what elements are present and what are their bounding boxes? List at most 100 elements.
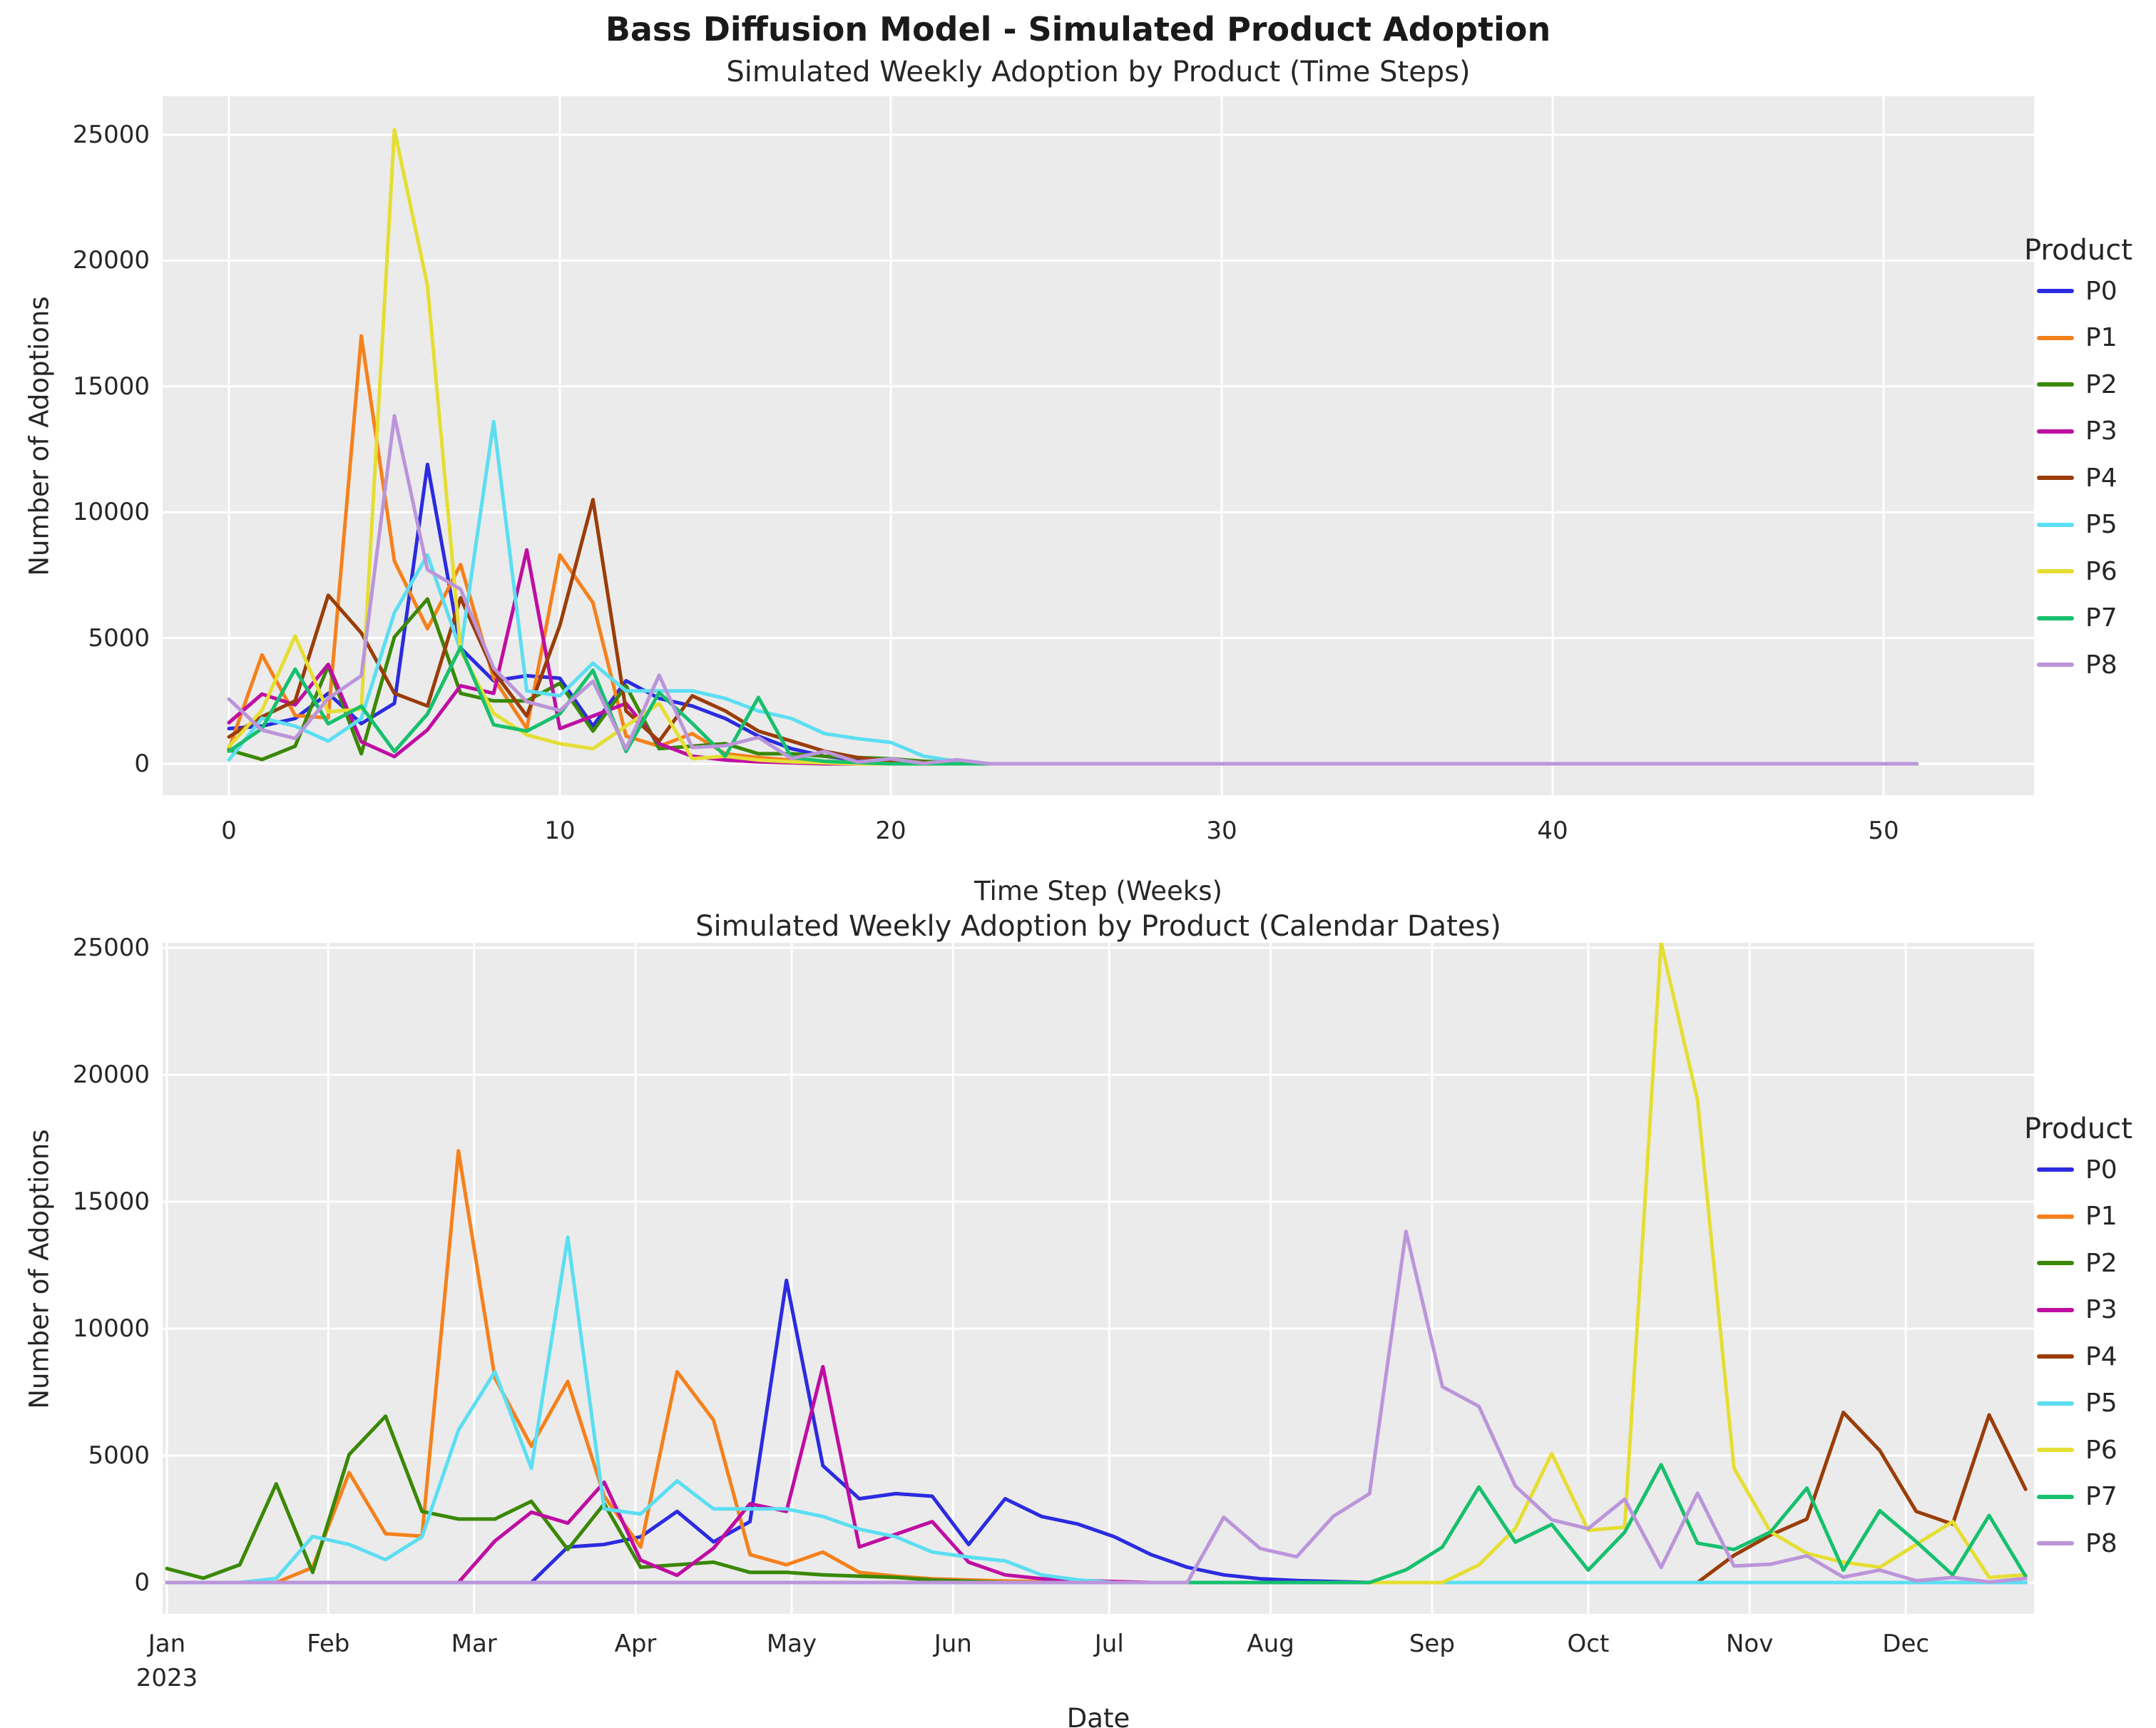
bottom-chart-title: Simulated Weekly Adoption by Product (Ca… xyxy=(695,910,1501,943)
top-legend-label-P4: P4 xyxy=(2085,463,2117,493)
series-P2-line xyxy=(227,597,1919,766)
bottom-legend-item-P4: P4 xyxy=(2037,1339,2117,1374)
bottom-legend-item-P3: P3 xyxy=(2037,1293,2117,1327)
top-legend-item-P4: P4 xyxy=(2037,461,2117,495)
bottom-legend-label-P4: P4 xyxy=(2085,1341,2117,1371)
bottom-xtick-Feb: Feb xyxy=(307,1630,350,1658)
figure-title: Bass Diffusion Model - Simulated Product… xyxy=(605,10,1551,48)
bottom-xtick-Dec: Dec xyxy=(1882,1630,1930,1658)
series-P0-calendar-line xyxy=(165,1278,2028,1585)
top-legend-item-P0: P0 xyxy=(2037,274,2117,308)
top-chart-canvas xyxy=(163,96,2034,795)
bottom-xtick-May: May xyxy=(766,1630,817,1658)
bottom-legend-swatch-P0-line-icon xyxy=(2037,1167,2074,1172)
series-P5-line xyxy=(227,419,1919,766)
top-legend-swatch-P0-line-icon xyxy=(2037,289,2074,293)
top-legend-item-P7: P7 xyxy=(2037,601,2117,635)
bottom-xtick-Jan: Jan 2023 xyxy=(110,1630,224,1692)
bottom-legend-item-P6: P6 xyxy=(2037,1433,2117,1467)
bottom-ytick-0: 0 xyxy=(134,1568,150,1597)
top-xtick-10: 10 xyxy=(544,817,576,845)
top-legend-title: Product xyxy=(2024,234,2132,267)
bottom-legend-label-P1: P1 xyxy=(2085,1202,2117,1231)
top-legend-swatch-P7-line-icon xyxy=(2037,615,2074,620)
bottom-legend-label-P8: P8 xyxy=(2085,1528,2117,1558)
series-P4-line xyxy=(227,498,1919,766)
top-legend-label-P7: P7 xyxy=(2085,603,2117,633)
bottom-xtick-Aug: Aug xyxy=(1247,1630,1294,1658)
top-legend-swatch-P1-line-icon xyxy=(2037,335,2074,340)
top-legend-label-P1: P1 xyxy=(2085,323,2117,352)
top-legend-label-P8: P8 xyxy=(2085,650,2117,680)
top-legend-label-P6: P6 xyxy=(2085,556,2117,586)
bottom-legend-swatch-P1-line-icon xyxy=(2037,1214,2074,1219)
bottom-xtick-Jul: Jul xyxy=(1094,1630,1124,1658)
bottom-legend-swatch-P2-line-icon xyxy=(2037,1261,2074,1265)
top-xtick-50: 50 xyxy=(1868,817,1899,845)
bottom-legend-label-P3: P3 xyxy=(2085,1295,2117,1324)
bottom-legend-item-P5: P5 xyxy=(2037,1386,2117,1421)
bottom-legend-swatch-P7-line-icon xyxy=(2037,1494,2074,1499)
bottom-legend-item-P7: P7 xyxy=(2037,1480,2117,1514)
bottom-legend-swatch-P8-line-icon xyxy=(2037,1541,2074,1545)
top-ytick-0: 0 xyxy=(134,750,150,778)
bottom-chart-canvas xyxy=(163,943,2034,1614)
top-ytick-15000: 15000 xyxy=(72,372,150,401)
series-P6-calendar-line xyxy=(165,943,2028,1585)
top-xtick-40: 40 xyxy=(1537,817,1568,845)
bottom-xtick-Apr: Apr xyxy=(614,1630,657,1658)
series-P3-line xyxy=(227,548,1919,766)
top-xtick-0: 0 xyxy=(221,817,237,845)
bottom-legend-item-P8: P8 xyxy=(2037,1526,2117,1560)
top-legend-item-P5: P5 xyxy=(2037,508,2117,542)
bottom-legend-title: Product xyxy=(2024,1113,2132,1145)
bottom-ytick-15000: 15000 xyxy=(72,1187,150,1216)
top-legend-label-P5: P5 xyxy=(2085,510,2117,539)
bottom-legend-item-P1: P1 xyxy=(2037,1200,2117,1234)
top-chart-title: Simulated Weekly Adoption by Product (Ti… xyxy=(726,56,1471,88)
top-legend-swatch-P6-line-icon xyxy=(2037,569,2074,573)
series-P8-line xyxy=(227,414,1919,766)
top-ytick-5000: 5000 xyxy=(88,623,150,653)
top-legend-item-P2: P2 xyxy=(2037,367,2117,402)
bottom-legend-item-P2: P2 xyxy=(2037,1246,2117,1280)
top-legend-swatch-P8-line-icon xyxy=(2037,663,2074,667)
series-P7-line xyxy=(227,645,1919,766)
top-ylabel: Number of Adoptions xyxy=(24,296,55,576)
bottom-ytick-5000: 5000 xyxy=(88,1441,150,1470)
top-ytick-25000: 25000 xyxy=(72,121,150,149)
top-ytick-10000: 10000 xyxy=(72,498,150,527)
bottom-legend-swatch-P5-line-icon xyxy=(2037,1401,2074,1406)
top-legend-swatch-P4-line-icon xyxy=(2037,476,2074,480)
bottom-ytick-25000: 25000 xyxy=(72,934,150,962)
series-P2-calendar-line xyxy=(165,1414,2028,1585)
bottom-legend-label-P0: P0 xyxy=(2085,1155,2117,1185)
bottom-legend-swatch-P6-line-icon xyxy=(2037,1448,2074,1452)
bottom-xtick-Mar: Mar xyxy=(451,1630,497,1658)
bottom-xtick-Nov: Nov xyxy=(1726,1630,1774,1658)
bottom-ytick-20000: 20000 xyxy=(72,1060,150,1089)
bottom-legend-item-P0: P0 xyxy=(2037,1152,2117,1187)
bottom-ytick-10000: 10000 xyxy=(72,1314,150,1343)
bottom-legend-label-P7: P7 xyxy=(2085,1482,2117,1511)
bottom-plot-area xyxy=(163,943,2034,1614)
top-legend-item-P8: P8 xyxy=(2037,648,2117,682)
series-P4-calendar-line xyxy=(165,1411,2028,1585)
top-legend-item-P3: P3 xyxy=(2037,414,2117,449)
bottom-legend-swatch-P4-line-icon xyxy=(2037,1354,2074,1359)
top-legend-item-P1: P1 xyxy=(2037,321,2117,355)
top-legend-label-P2: P2 xyxy=(2085,369,2117,399)
bottom-xtick-Sep: Sep xyxy=(1409,1630,1455,1658)
top-xtick-30: 30 xyxy=(1206,817,1237,845)
top-legend-label-P0: P0 xyxy=(2085,276,2117,306)
bottom-legend-label-P6: P6 xyxy=(2085,1435,2117,1465)
bottom-legend-label-P2: P2 xyxy=(2085,1248,2117,1278)
bottom-xtick-Jun: Jun xyxy=(934,1630,972,1658)
top-legend-item-P6: P6 xyxy=(2037,554,2117,588)
series-P8-calendar-line xyxy=(165,1229,2028,1585)
top-xlabel: Time Step (Weeks) xyxy=(974,876,1222,906)
top-ytick-20000: 20000 xyxy=(72,246,150,275)
top-plot-area xyxy=(163,96,2034,795)
top-legend-swatch-P2-line-icon xyxy=(2037,382,2074,387)
